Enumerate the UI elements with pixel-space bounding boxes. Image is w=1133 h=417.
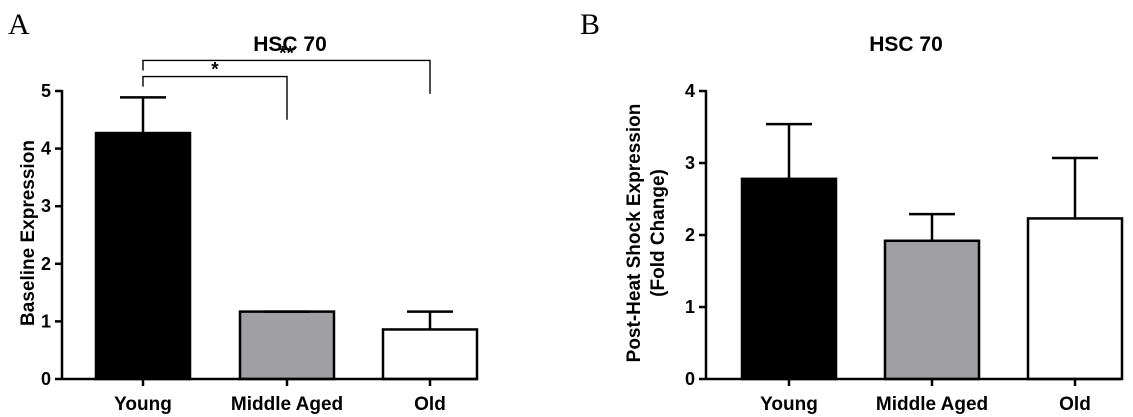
x-tick-label: Middle Aged <box>231 394 343 415</box>
y-tick-label: 3 <box>685 153 695 173</box>
chart-panel-a: A HSC 70 Baseline Expression 0 1 2 3 4 5 Young… <box>8 8 479 415</box>
y-tick-label: 4 <box>685 81 695 101</box>
y-axis-title-b-line2: (Fold Change) <box>648 169 669 297</box>
x-tick-label: Young <box>114 394 172 415</box>
y-tick-label: 5 <box>41 81 51 101</box>
x-tick-label: Young <box>760 394 818 415</box>
panel-letter-a: A <box>8 8 30 41</box>
bar <box>94 131 192 381</box>
chart-title-a: HSC 70 <box>253 33 327 56</box>
y-tick-label: 0 <box>685 369 695 389</box>
x-tick-label: Middle Aged <box>876 394 988 415</box>
y-tick-label: 3 <box>41 196 51 216</box>
plot-area-b: 0 1 2 3 4 Young Middle Aged Old <box>685 81 1124 415</box>
y-axis-title-a: Baseline Expression <box>18 140 39 326</box>
bar <box>1026 217 1124 381</box>
significance-bracket <box>142 75 288 120</box>
x-tick-label: Old <box>414 394 446 415</box>
y-tick-label: 2 <box>41 254 51 274</box>
significance-label: * <box>211 60 219 81</box>
y-tick-label: 1 <box>685 297 695 317</box>
chart-title-b: HSC 70 <box>869 33 943 56</box>
x-tick-label: Old <box>1059 394 1091 415</box>
panel-letter-b: B <box>580 8 600 41</box>
bar <box>883 239 981 381</box>
y-tick-label: 1 <box>41 311 51 331</box>
y-tick-label: 0 <box>41 369 51 389</box>
chart-panel-b: B HSC 70 Post-Heat Shock Expression (Fol… <box>580 8 1124 415</box>
significance-label: ** <box>279 43 294 64</box>
significance-bracket <box>142 59 431 94</box>
y-tick-label: 4 <box>41 139 51 159</box>
bar <box>238 310 336 381</box>
y-tick-label: 2 <box>685 225 695 245</box>
bar <box>381 328 479 381</box>
bar <box>740 177 838 381</box>
y-axis-title-b: Post-Heat Shock Expression <box>624 104 645 363</box>
